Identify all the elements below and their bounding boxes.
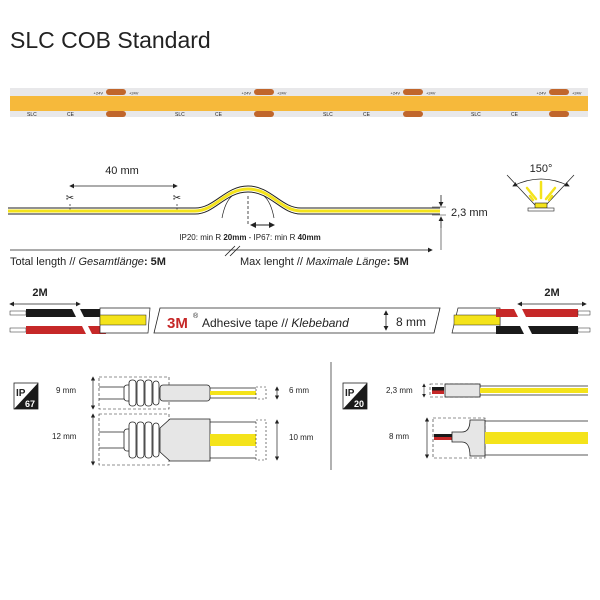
ip67-large-connector-size: 12 mm <box>52 432 77 441</box>
solder-pad <box>254 111 274 117</box>
pad-voltage-label: +24V <box>129 91 139 96</box>
ip67-badge: IP 67 <box>13 382 39 410</box>
brand-mark: SLC <box>323 112 333 118</box>
page-title: SLC COB Standard <box>10 27 211 53</box>
ce-mark: CE <box>363 112 371 118</box>
pad-voltage-label: +24V <box>572 91 582 96</box>
strip-height-label: 2,3 mm <box>451 207 488 219</box>
bend-radius-note: IP20: min R 20mm - IP67: min R 40mm <box>179 233 320 242</box>
solder-pad <box>106 89 126 95</box>
total-length-label: Total length // Gesamtlänge: 5M <box>10 256 166 268</box>
brand-mark: SLC <box>175 112 185 118</box>
ce-mark: CE <box>511 112 519 118</box>
pad-voltage-label: +24V <box>277 91 287 96</box>
pad-voltage-label: +24V <box>242 91 252 96</box>
svg-text:IP: IP <box>16 388 26 399</box>
adhesive-tape <box>153 307 441 334</box>
solder-pad <box>403 89 423 95</box>
beam-angle-label: 150° <box>530 163 553 175</box>
left-cable-length: 2M <box>32 287 47 299</box>
pad-voltage-label: +24V <box>391 91 401 96</box>
ip67-small-strip-size: 6 mm <box>289 386 309 395</box>
ip67-connectors: IP 67 9 mm 6 mm 12 mm <box>13 376 314 466</box>
cut-bend-section: 40 mm ✂ ✂ IP20: min R 20mm - IP67: min R… <box>8 165 488 268</box>
pad-voltage-label: +24V <box>426 91 436 96</box>
ip67-large-strip-size: 10 mm <box>289 433 314 442</box>
max-length-label: Max lenght // Maximale Länge: 5M <box>240 256 409 268</box>
ip20-small-connector-size: 2,3 mm <box>386 386 413 395</box>
svg-text:67: 67 <box>25 399 35 409</box>
ce-mark: CE <box>215 112 223 118</box>
registered-mark: ® <box>193 312 199 320</box>
pad-voltage-label: +24V <box>94 91 104 96</box>
solder-pad <box>549 89 569 95</box>
svg-text:20: 20 <box>354 399 364 409</box>
tape-section: 2M 3M ® Adhesive tape // Klebeband 8 mm … <box>9 287 591 334</box>
scissors-icon: ✂ <box>66 193 74 204</box>
pad-voltage-label: +24V <box>537 91 547 96</box>
tape-label: Adhesive tape // Klebeband <box>202 316 349 330</box>
ce-mark: CE <box>67 112 75 118</box>
right-cable-length: 2M <box>544 287 559 299</box>
cut-distance-label: 40 mm <box>105 165 139 177</box>
ip20-large-connector-size: 8 mm <box>389 432 409 441</box>
scissors-icon: ✂ <box>173 193 181 204</box>
brand-mark: SLC <box>27 112 37 118</box>
beam-angle-icon: 150° <box>506 163 575 212</box>
strip-profile <box>8 185 440 209</box>
solder-pad <box>549 111 569 117</box>
tape-width-label: 8 mm <box>396 315 426 329</box>
cob-strip: +24V +24V +24V +24V +24V +24V +24V +24V SLC CE SLC… <box>10 88 588 118</box>
3m-logo: 3M <box>167 315 188 332</box>
svg-text:IP: IP <box>345 388 355 399</box>
solder-pad <box>403 111 423 117</box>
ip67-small-connector-size: 9 mm <box>56 386 76 395</box>
ip20-badge: IP 20 <box>342 382 368 410</box>
solder-pad <box>106 111 126 117</box>
solder-pad <box>254 89 274 95</box>
ip20-connectors: IP 20 2,3 mm 8 mm <box>342 382 588 459</box>
brand-mark: SLC <box>471 112 481 118</box>
